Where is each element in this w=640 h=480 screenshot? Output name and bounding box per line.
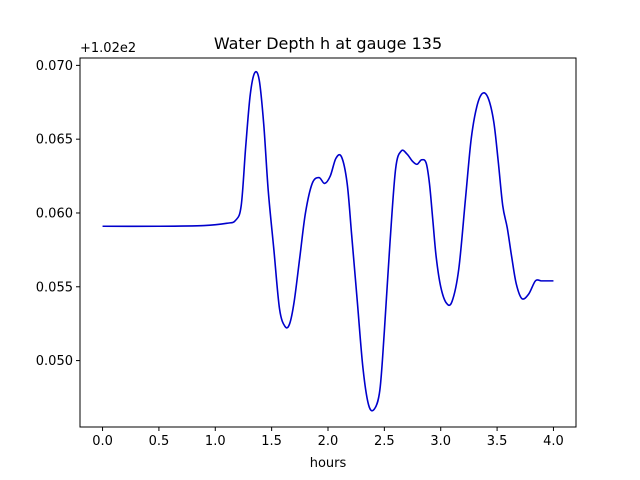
series-line [102,70,554,412]
x-tick-label: 1.5 [261,434,282,449]
x-tick-label: 0.5 [149,434,170,449]
x-tick-label: 2.0 [318,434,339,449]
y-axis: 0.050 0.055 0.060 0.065 0.070 [36,59,80,369]
x-tick-label: 0.0 [92,434,113,449]
y-tick-label: 0.050 [36,354,73,369]
y-tick-label: 0.070 [36,59,73,74]
plot-frame [79,57,577,428]
x-tick-label: 2.5 [374,434,395,449]
x-axis: 0.0 0.5 1.0 1.5 2.0 2.5 3.0 3.5 4.0 [92,427,564,449]
x-tick-label: 3.0 [430,434,451,449]
x-tick-label: 4.0 [543,434,564,449]
x-tick-label: 3.5 [487,434,508,449]
chart-title: Water Depth h at gauge 135 [214,34,442,53]
y-tick-label: 0.060 [36,206,73,221]
x-axis-label: hours [310,456,347,471]
y-tick-label: 0.065 [36,133,73,148]
y-tick-label: 0.055 [36,280,73,295]
y-offset-label: +1.02e2 [80,41,136,56]
x-tick-label: 1.0 [205,434,226,449]
